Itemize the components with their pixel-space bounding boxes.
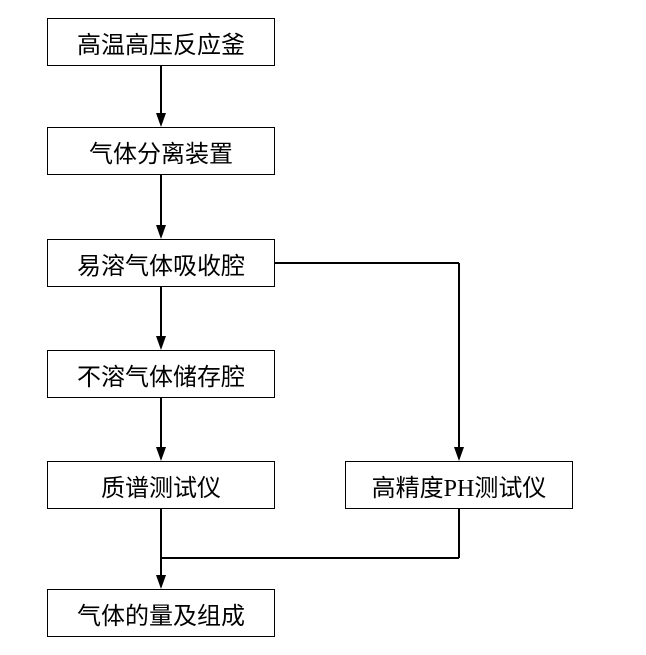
flowchart-canvas: 高温高压反应釜气体分离装置易溶气体吸收腔不溶气体储存腔质谱测试仪 高精度PH测试仪…	[0, 0, 646, 655]
node-n2: 气体分离装置	[47, 127, 275, 175]
node-label: 气体的量及组成	[77, 596, 245, 631]
edges-layer	[0, 0, 646, 655]
node-n5: 质谱测试仪	[47, 461, 275, 509]
node-label: 不溶气体储存腔	[77, 357, 245, 392]
node-n3: 易溶气体吸收腔	[47, 239, 275, 287]
node-label: 易溶气体吸收腔	[77, 246, 245, 281]
node-label: 质谱测试仪	[101, 468, 221, 503]
node-label: 高精度PH测试仪	[372, 468, 547, 503]
node-label: 高温高压反应釜	[77, 25, 245, 60]
node-n7: 气体的量及组成	[47, 589, 275, 637]
node-label: 气体分离装置	[89, 134, 233, 169]
node-n6: 高精度PH测试仪	[345, 461, 573, 509]
node-n4: 不溶气体储存腔	[47, 350, 275, 398]
node-n1: 高温高压反应釜	[47, 18, 275, 66]
